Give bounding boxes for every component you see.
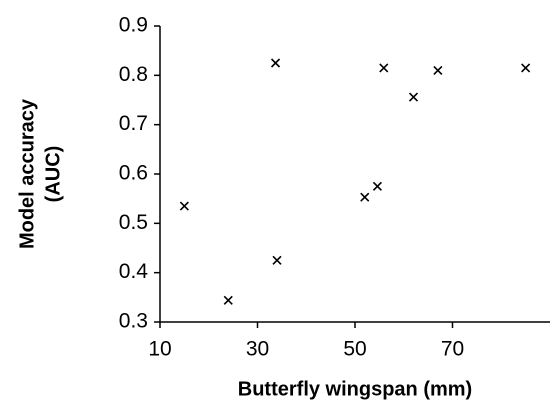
y-tick-label: 0.4 bbox=[119, 260, 149, 283]
y-axis-title-line: Model accuracy bbox=[16, 98, 38, 249]
y-axis-title: Model accuracy (AUC) bbox=[16, 98, 64, 249]
point bbox=[179, 201, 189, 211]
y-tick-label: 0.3 bbox=[119, 310, 148, 333]
y-tick-label: 0.6 bbox=[119, 162, 148, 185]
point bbox=[272, 255, 282, 265]
x-tick-label: 10 bbox=[148, 338, 171, 361]
point bbox=[521, 63, 531, 73]
y-tick-label: 0.9 bbox=[119, 14, 148, 37]
point bbox=[408, 92, 419, 102]
point bbox=[379, 63, 389, 73]
x-tick-label: 50 bbox=[343, 338, 366, 361]
point bbox=[372, 181, 382, 191]
point bbox=[360, 192, 370, 202]
x-tick-label: 30 bbox=[246, 338, 269, 361]
point bbox=[270, 58, 281, 68]
point bbox=[433, 65, 443, 75]
y-tick-label: 0.5 bbox=[119, 211, 148, 234]
y-axis-title-line: (AUC) bbox=[42, 146, 64, 203]
y-tick-label: 0.7 bbox=[119, 112, 148, 135]
x-tick-label: 70 bbox=[441, 338, 464, 361]
y-tick-label: 0.8 bbox=[119, 63, 148, 86]
x-axis-title: Butterfly wingspan (mm) bbox=[238, 378, 472, 400]
point bbox=[223, 295, 233, 305]
